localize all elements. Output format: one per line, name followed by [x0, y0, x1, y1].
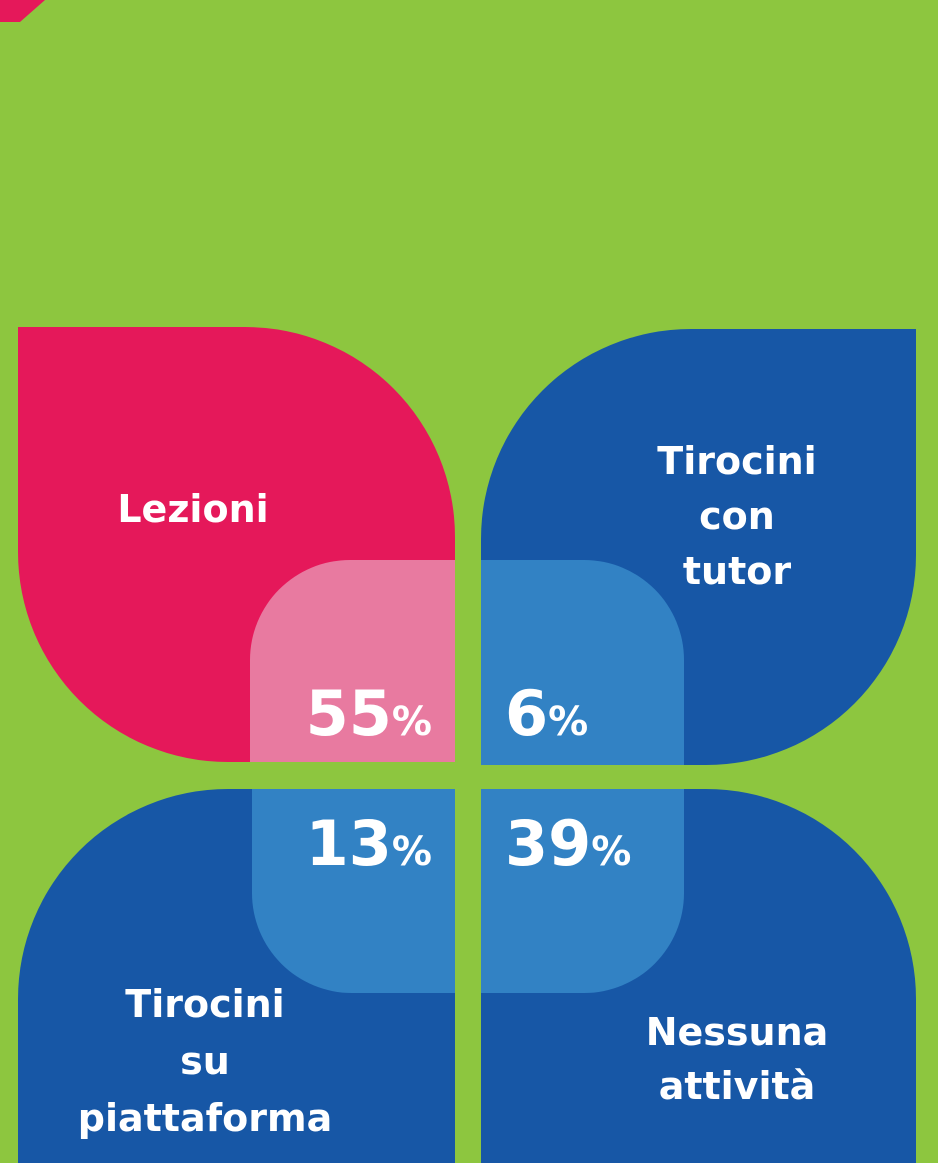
- value-unit: %: [591, 829, 631, 875]
- value-number: 39: [505, 807, 591, 880]
- value-number: 13: [306, 807, 392, 880]
- category-label: tutor: [683, 549, 791, 593]
- value-unit: %: [392, 699, 432, 745]
- value-number: 6: [505, 677, 548, 750]
- corner-decoration: [0, 0, 45, 22]
- petal-center: [250, 560, 455, 762]
- petal-center: [252, 789, 455, 993]
- category-label: Lezioni: [117, 487, 268, 531]
- value-label: 6%: [505, 677, 588, 750]
- category-label: con: [699, 494, 775, 538]
- value-unit: %: [392, 829, 432, 875]
- petal-center: [481, 789, 684, 993]
- category-label: piattaforma: [78, 1096, 332, 1140]
- category-label: attività: [659, 1064, 816, 1108]
- value-label: 13%: [306, 807, 432, 880]
- category-label: Tirocini: [125, 982, 284, 1026]
- value-number: 55: [306, 677, 392, 750]
- value-label: 39%: [505, 807, 631, 880]
- value-unit: %: [548, 699, 588, 745]
- value-label: 55%: [306, 677, 432, 750]
- category-label: Tirocini: [657, 439, 816, 483]
- category-label: Nessuna: [646, 1010, 829, 1054]
- petal-center: [481, 560, 684, 765]
- category-label: su: [180, 1039, 230, 1083]
